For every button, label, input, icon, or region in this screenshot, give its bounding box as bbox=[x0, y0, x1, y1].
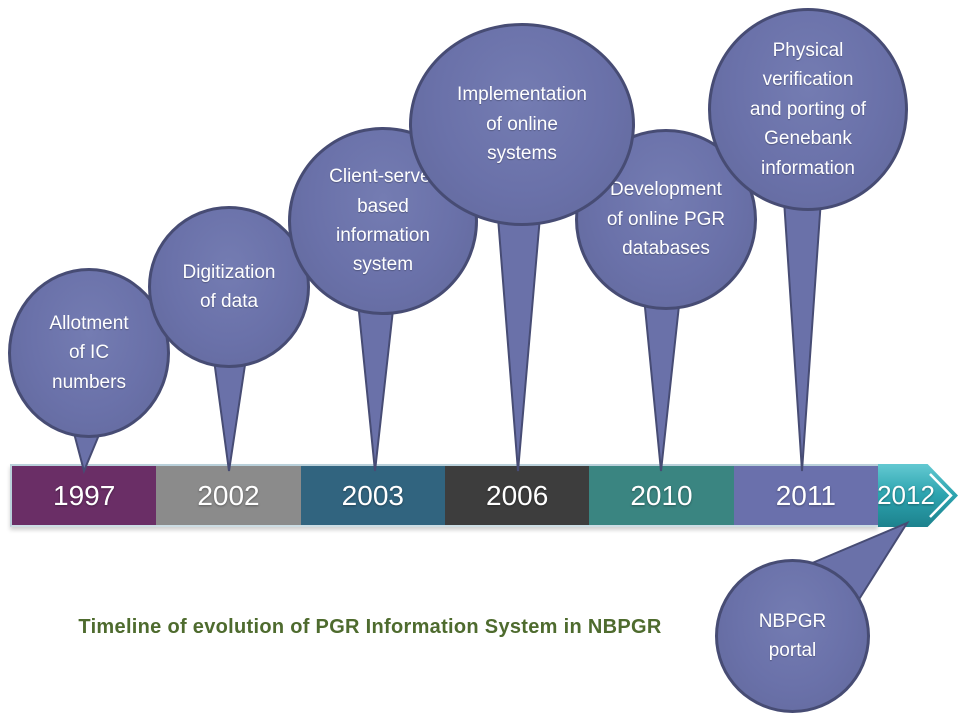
callout-label: NBPGR portal bbox=[758, 610, 827, 661]
tail-to-2006 bbox=[495, 204, 543, 472]
callout-implementation-online-systems: Implementation of online systems bbox=[409, 23, 635, 226]
tail-to-2011 bbox=[781, 184, 824, 472]
callout-label: Implementation of online systems bbox=[457, 84, 587, 165]
callout-physical-verification-genebank: Physical verification and porting of Gen… bbox=[708, 8, 908, 211]
diagram-caption: Timeline of evolution of PGR Information… bbox=[78, 616, 662, 638]
timeline-segment-2003: 2003 bbox=[300, 466, 445, 525]
timeline-segment-2011: 2011 bbox=[733, 466, 878, 525]
timeline-bar: 1997 2002 2003 2006 2010 2011 bbox=[10, 464, 878, 527]
callout-allotment-ic-numbers: Allotment of IC numbers bbox=[8, 268, 170, 438]
arrow-tip-highlight-icon bbox=[929, 473, 953, 518]
callout-label: Development of online PGR databases bbox=[606, 179, 726, 260]
callout-label: Client-server based information system bbox=[329, 166, 437, 276]
timeline-segment-1997: 1997 bbox=[12, 466, 157, 525]
callout-label: Digitization of data bbox=[182, 261, 276, 312]
callout-digitization-of-data: Digitization of data bbox=[148, 206, 310, 368]
year-label: 2012 bbox=[877, 480, 935, 510]
callout-label: Allotment of IC numbers bbox=[49, 312, 129, 393]
callout-label: Physical verification and porting of Gen… bbox=[749, 39, 867, 179]
timeline-segment-2002: 2002 bbox=[156, 466, 301, 525]
callout-nbpgr-portal: NBPGR portal bbox=[715, 559, 870, 713]
timeline-segment-2006: 2006 bbox=[444, 466, 590, 525]
timeline-segment-2010: 2010 bbox=[589, 466, 734, 525]
tail-to-2003 bbox=[355, 291, 397, 472]
tail-to-2010 bbox=[641, 286, 683, 472]
